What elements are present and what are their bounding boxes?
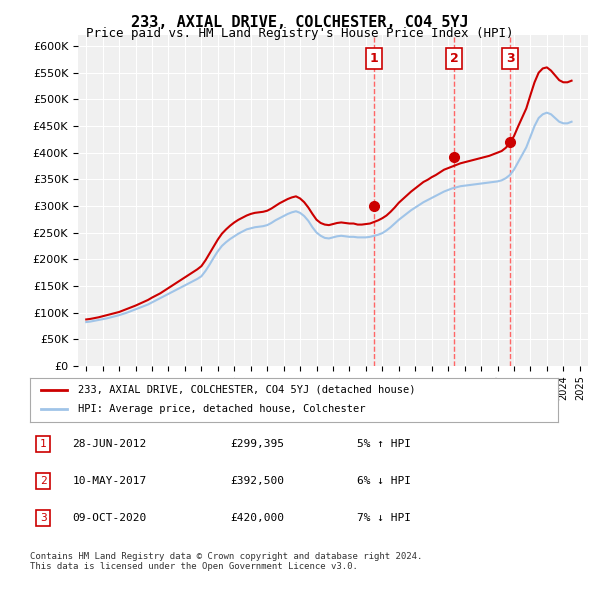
Text: 233, AXIAL DRIVE, COLCHESTER, CO4 5YJ: 233, AXIAL DRIVE, COLCHESTER, CO4 5YJ [131,15,469,30]
Text: Price paid vs. HM Land Registry's House Price Index (HPI): Price paid vs. HM Land Registry's House … [86,27,514,40]
Text: 233, AXIAL DRIVE, COLCHESTER, CO4 5YJ (detached house): 233, AXIAL DRIVE, COLCHESTER, CO4 5YJ (d… [77,385,415,395]
Text: 1: 1 [40,439,47,449]
Text: 3: 3 [506,52,514,65]
Text: 5% ↑ HPI: 5% ↑ HPI [358,439,412,449]
Text: £392,500: £392,500 [230,476,284,486]
Text: 6% ↓ HPI: 6% ↓ HPI [358,476,412,486]
Text: 09-OCT-2020: 09-OCT-2020 [72,513,146,523]
Text: 3: 3 [40,513,47,523]
Text: 2: 2 [450,52,458,65]
Text: 2: 2 [40,476,47,486]
Text: 28-JUN-2012: 28-JUN-2012 [72,439,146,449]
Text: HPI: Average price, detached house, Colchester: HPI: Average price, detached house, Colc… [77,405,365,414]
Text: £420,000: £420,000 [230,513,284,523]
Text: 7% ↓ HPI: 7% ↓ HPI [358,513,412,523]
Text: £299,395: £299,395 [230,439,284,449]
Text: Contains HM Land Registry data © Crown copyright and database right 2024.
This d: Contains HM Land Registry data © Crown c… [30,552,422,571]
Text: 10-MAY-2017: 10-MAY-2017 [72,476,146,486]
Text: 1: 1 [370,52,379,65]
